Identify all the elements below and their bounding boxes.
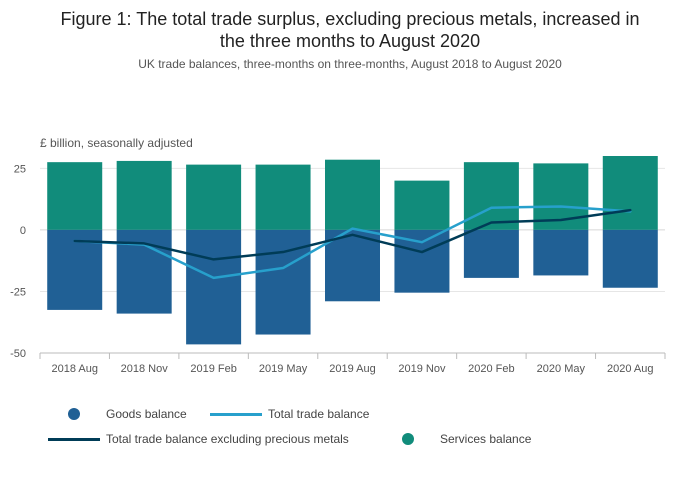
legend-item-goods[interactable]: Goods balance <box>68 407 187 421</box>
goods-bar <box>394 229 450 293</box>
legend-label-goods: Goods balance <box>106 407 187 421</box>
total-ex-pm-legend-line-icon <box>48 437 100 441</box>
x-tick-label: 2018 Aug <box>51 363 98 375</box>
y-tick-label: -25 <box>10 286 26 298</box>
total-legend-line-icon <box>210 412 262 416</box>
trade-balance-chart: 25 0 -25 -50 2018 Aug 2018 Nov 2019 Feb 2019 Ma… <box>10 156 666 375</box>
x-tick-label: 2019 Nov <box>398 363 446 375</box>
legend-item-services[interactable]: Services balance <box>402 432 531 446</box>
legend-label-services: Services balance <box>440 432 532 446</box>
goods-bar <box>533 229 589 276</box>
goods-bar <box>47 229 103 310</box>
goods-bar <box>463 229 519 278</box>
goods-bar <box>325 229 380 302</box>
chart-title-line-2: the three months to August 2020 <box>219 31 481 51</box>
y-axis-unit-label: £ billion, seasonally adjusted <box>40 136 193 150</box>
services-bar <box>47 162 103 230</box>
x-tick-label: 2020 Feb <box>468 363 514 375</box>
services-bar <box>463 162 519 230</box>
goods-bar <box>186 229 242 345</box>
x-tick-label: 2019 Aug <box>329 363 376 375</box>
goods-legend-marker-icon <box>68 408 80 420</box>
services-legend-marker-icon <box>402 433 414 445</box>
services-bar <box>186 164 242 230</box>
services-bar <box>116 160 172 230</box>
total-trade-balance-line <box>73 205 632 280</box>
chart-title-line-1: Figure 1: The total trade surplus, exclu… <box>60 9 640 29</box>
x-tick-label: 2020 May <box>537 363 586 375</box>
services-bar <box>602 156 658 230</box>
y-tick-label: 25 <box>14 163 26 175</box>
services-bar <box>394 180 450 230</box>
legend: Goods balance Total trade balance Total … <box>0 400 700 460</box>
y-tick-label: 0 <box>20 225 26 237</box>
legend-item-total[interactable]: Total trade balance <box>210 407 369 421</box>
x-tick-label: 2019 Feb <box>190 363 236 375</box>
services-bar <box>255 164 311 230</box>
total-trade-balance-ex-precious-metals-line <box>73 208 632 261</box>
legend-item-total-ex-pm[interactable]: Total trade balance excluding precious m… <box>48 432 349 446</box>
legend-label-total-ex-pm: Total trade balance excluding precious m… <box>106 432 349 446</box>
services-bar <box>325 159 380 230</box>
x-tick-label: 2018 Nov <box>121 363 169 375</box>
y-tick-label: -50 <box>10 348 26 360</box>
goods-bar <box>602 229 658 288</box>
legend-label-total: Total trade balance <box>268 407 370 421</box>
goods-bar <box>255 229 311 335</box>
x-tick-label: 2019 May <box>259 363 308 375</box>
x-tick-label: 2020 Aug <box>607 363 654 375</box>
chart-subtitle: UK trade balances, three-months on three… <box>138 57 562 71</box>
chart-title: Figure 1: The total trade surplus, exclu… <box>0 8 700 52</box>
